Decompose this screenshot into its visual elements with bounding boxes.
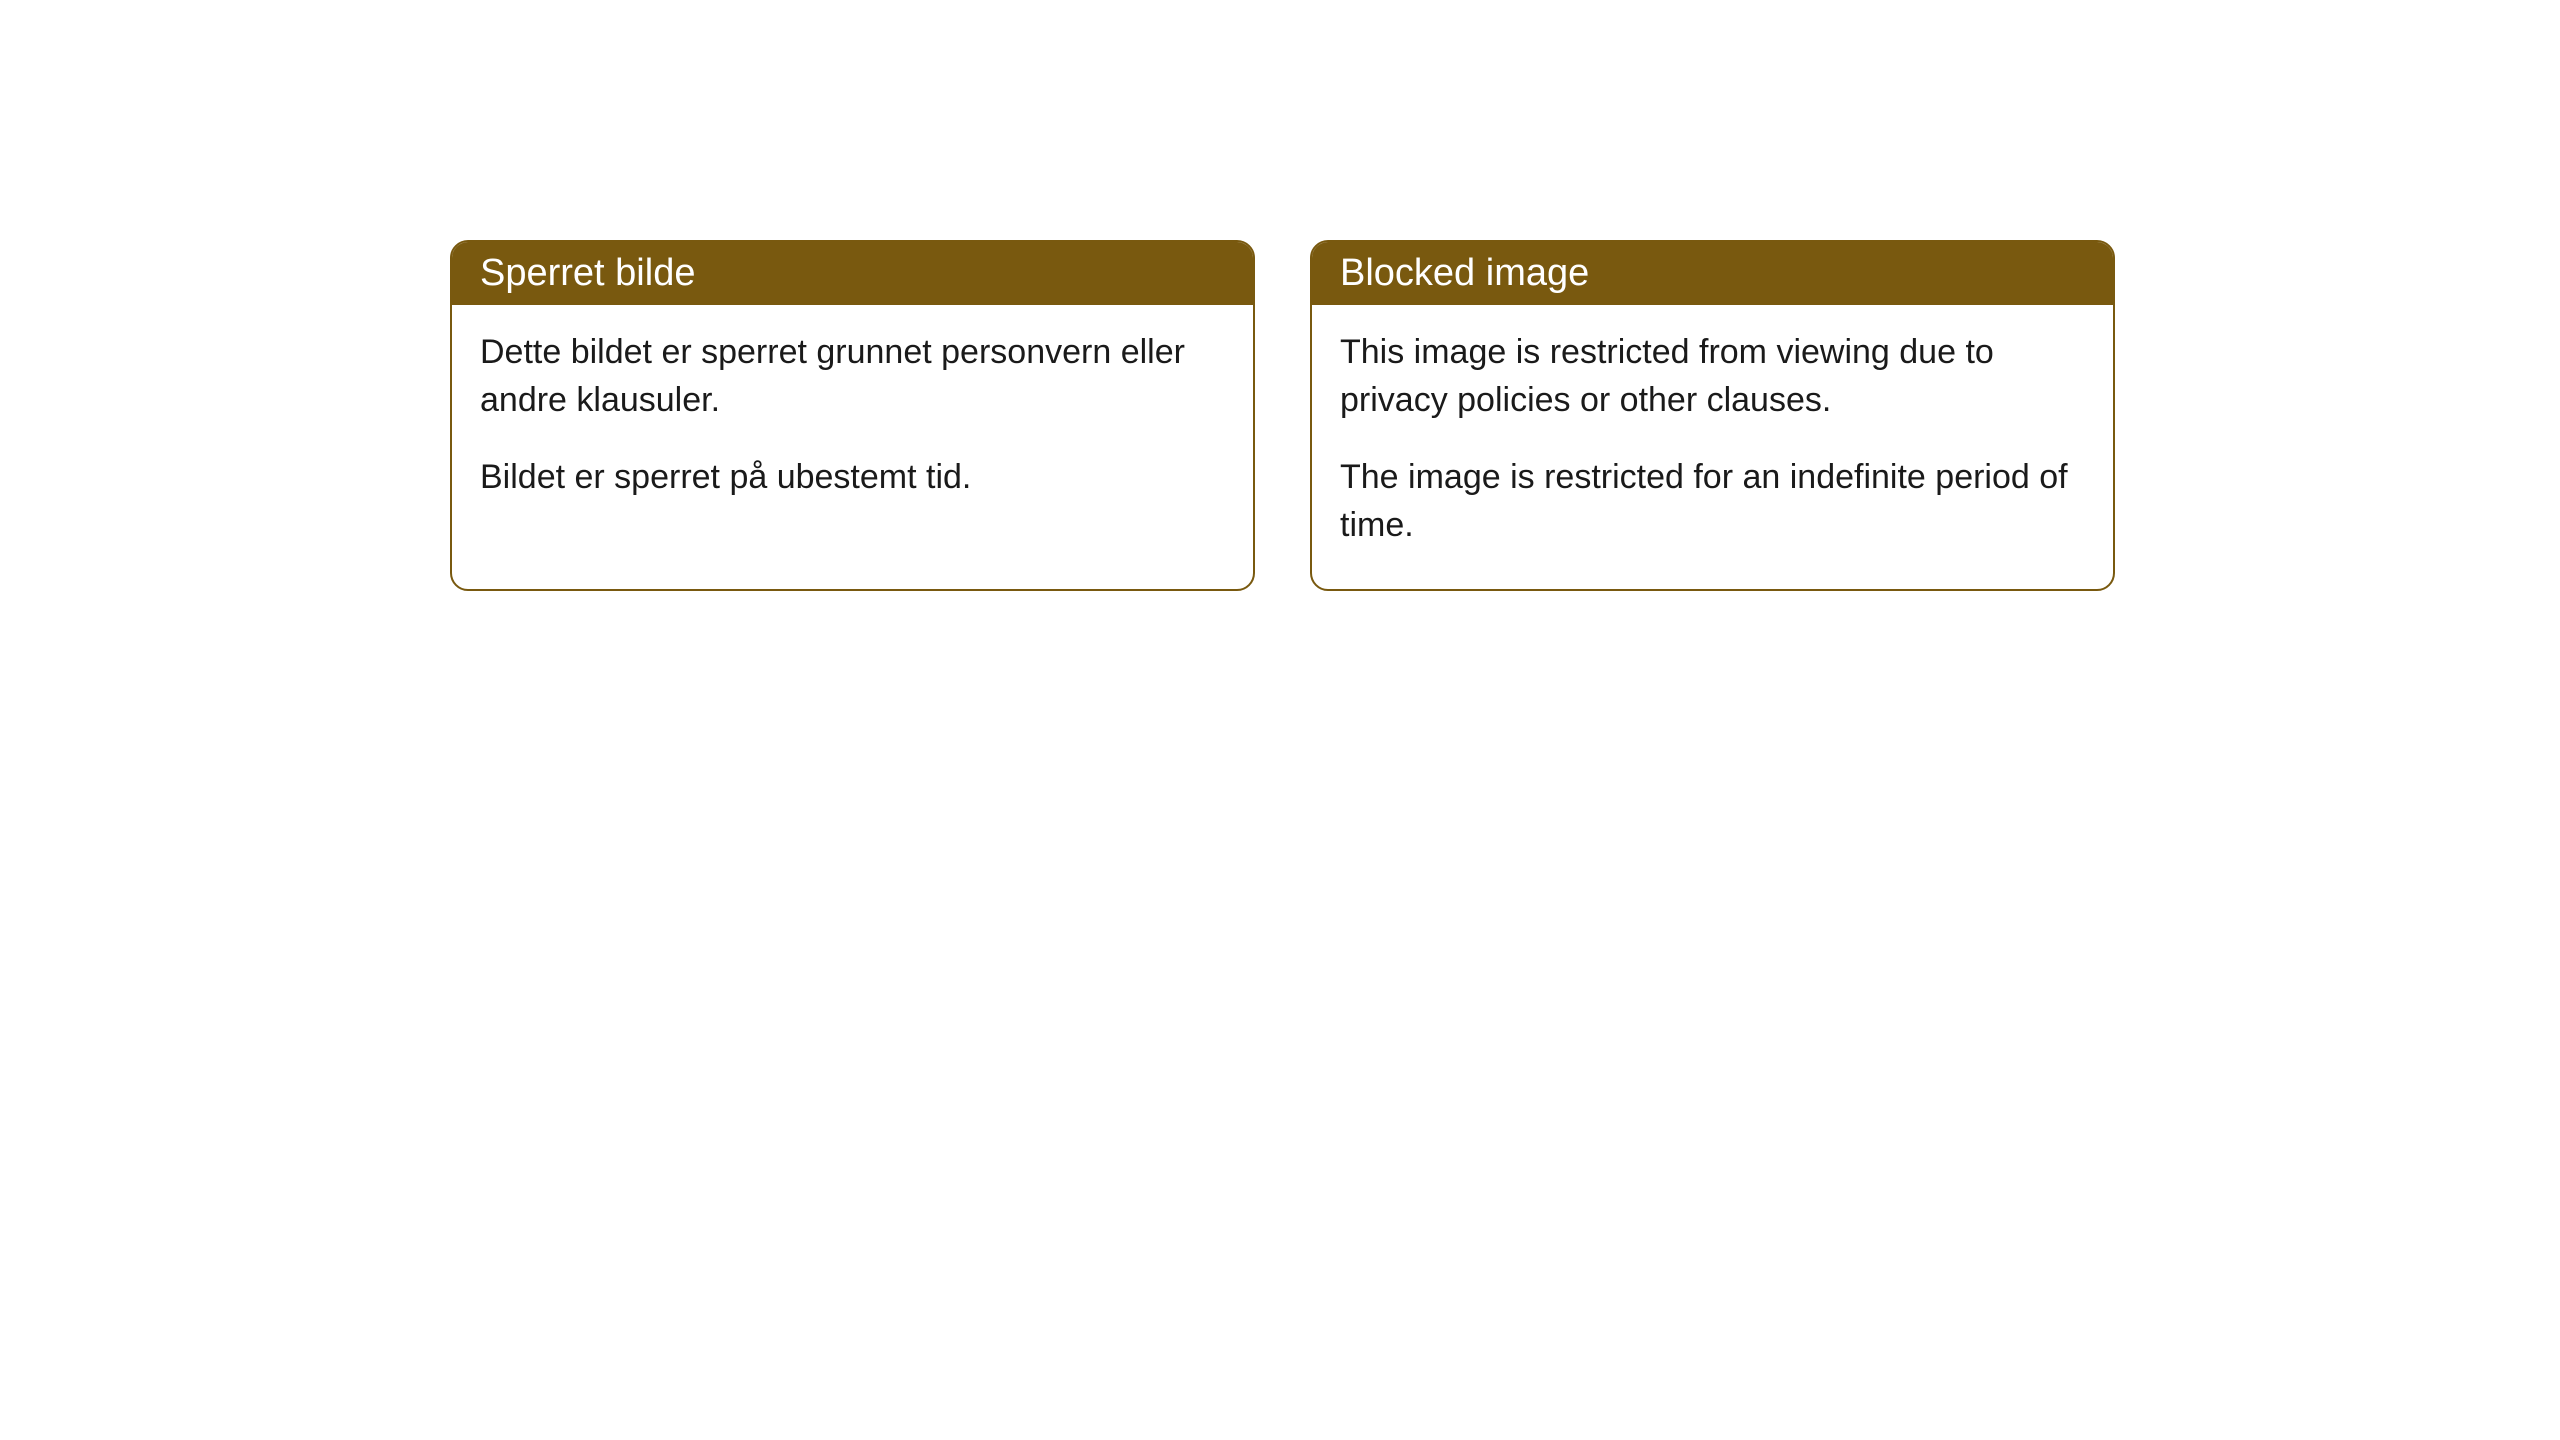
card-paragraph: This image is restricted from viewing du… [1340, 329, 2085, 424]
blocked-image-card-english: Blocked image This image is restricted f… [1310, 240, 2115, 591]
card-title: Sperret bilde [480, 252, 695, 294]
card-paragraph: Dette bildet er sperret grunnet personve… [480, 329, 1225, 424]
card-body-english: This image is restricted from viewing du… [1312, 305, 2113, 589]
notice-cards-container: Sperret bilde Dette bildet er sperret gr… [450, 240, 2115, 591]
card-paragraph: The image is restricted for an indefinit… [1340, 454, 2085, 549]
card-paragraph: Bildet er sperret på ubestemt tid. [480, 454, 1225, 502]
card-title: Blocked image [1340, 252, 1589, 294]
card-header-english: Blocked image [1312, 242, 2113, 305]
blocked-image-card-norwegian: Sperret bilde Dette bildet er sperret gr… [450, 240, 1255, 591]
card-header-norwegian: Sperret bilde [452, 242, 1253, 305]
card-body-norwegian: Dette bildet er sperret grunnet personve… [452, 305, 1253, 542]
